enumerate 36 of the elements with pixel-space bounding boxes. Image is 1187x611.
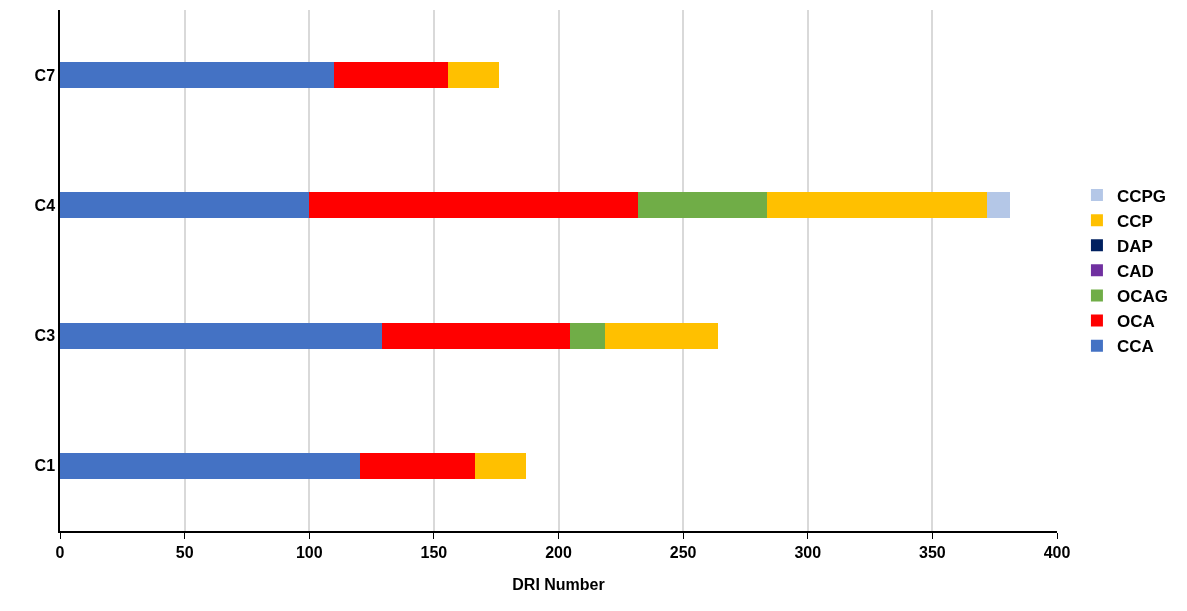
legend-label: DAP [1116,236,1153,256]
legend-label: CCA [1116,337,1154,357]
legend-label: CAD [1116,261,1154,281]
x-tick-label: 250 [669,543,697,561]
bar [60,322,382,349]
legend-label: CCPG [1116,186,1167,206]
x-tick-label: 200 [545,543,572,561]
legend-label: CCP [1116,211,1153,231]
bar [60,452,361,479]
legend-label: OCA [1116,312,1155,332]
x-tick-label: 350 [919,543,946,561]
x-tick-label: 150 [420,543,448,561]
x-tick-label: 300 [794,543,822,561]
bar [987,192,1010,219]
bar [604,322,719,349]
bar [447,62,499,89]
bar [60,192,310,219]
bar [638,192,767,219]
y-tick-label: C1 [34,457,56,475]
bar [334,62,448,89]
x-tick-label: 50 [175,543,194,561]
x-axis-title: DRI Number [512,575,605,593]
bar [381,322,570,349]
bar [360,452,475,479]
bar [569,322,605,349]
bar [475,452,527,479]
y-tick-label: C3 [34,327,56,345]
x-tick-label: 400 [1043,543,1071,561]
legend-label: OCAG [1116,287,1168,307]
y-tick-label: C4 [34,196,56,214]
y-tick-label: C7 [34,66,56,84]
bar [766,192,988,219]
bar [60,62,335,89]
x-tick-label: 0 [55,543,65,561]
bar [309,192,639,219]
x-tick-label: 100 [295,543,323,561]
